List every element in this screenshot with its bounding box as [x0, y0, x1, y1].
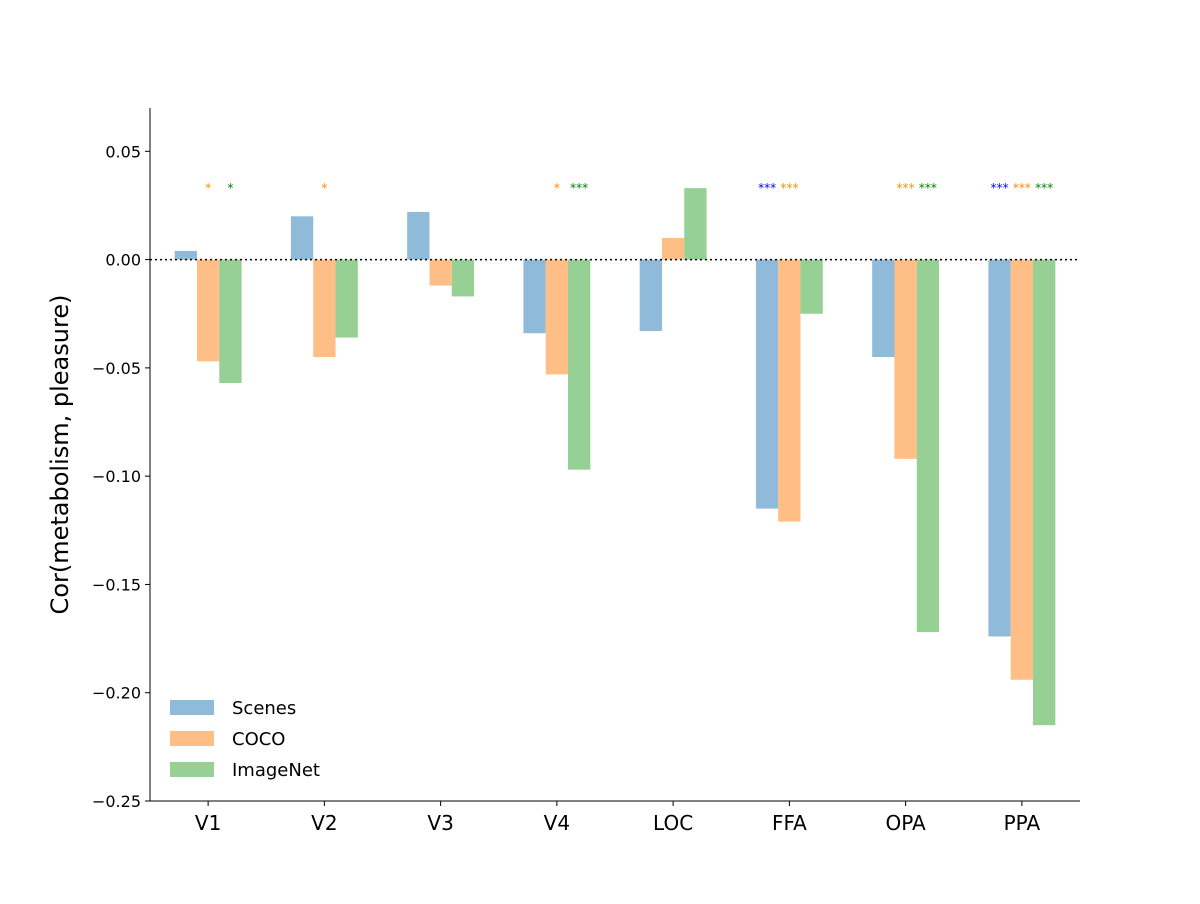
bar-coco-v2	[313, 259, 336, 358]
legend-swatch-coco	[170, 731, 214, 746]
y-tick-label: −0.05	[92, 359, 141, 378]
bar-scenes-v1	[174, 250, 197, 260]
legend-swatch-imagenet	[170, 762, 214, 777]
significance-marker: ***	[1013, 181, 1031, 195]
bar-imagenet-v1	[219, 259, 242, 384]
bar-imagenet-v3	[451, 259, 475, 297]
bar-scenes-ffa	[755, 259, 779, 509]
bar-scenes-opa	[872, 259, 895, 358]
x-tick-label: OPA	[886, 811, 927, 835]
significance-marker: ***	[758, 181, 776, 195]
bar-scenes-v2	[290, 216, 314, 260]
y-axis-ticks: 0.05 0.00 −0.05 −0.10 −0.15 −0.20 −0.25	[92, 142, 150, 811]
y-axis-label: Cor(metabolism, pleasure)	[46, 295, 74, 615]
significance-marker: ***	[991, 181, 1009, 195]
bar-imagenet-v4	[568, 259, 591, 470]
y-tick-label: −0.15	[92, 575, 141, 594]
legend-label-imagenet: ImageNet	[232, 760, 320, 781]
y-tick-label: −0.10	[92, 467, 141, 486]
y-tick-label: −0.20	[92, 684, 141, 703]
x-tick-label: V2	[311, 811, 337, 835]
bar-coco-ffa	[778, 259, 801, 522]
significance-marker: ***	[570, 181, 588, 195]
x-tick-label: V4	[544, 811, 570, 835]
bar-imagenet-opa	[916, 259, 940, 633]
legend: Scenes COCO ImageNet	[170, 698, 320, 781]
x-tick-label: FFA	[772, 811, 807, 835]
significance-marker: *	[205, 181, 211, 195]
y-tick-label: 0.05	[105, 142, 141, 161]
x-tick-label: PPA	[1004, 811, 1041, 835]
bar-scenes-loc	[639, 259, 662, 332]
bar-coco-v3	[429, 259, 452, 286]
bar-scenes-ppa	[988, 259, 1011, 637]
x-tick-label: LOC	[653, 811, 693, 835]
bar-scenes-v4	[523, 259, 546, 334]
significance-marker: ***	[919, 181, 937, 195]
x-tick-label: V3	[427, 811, 453, 835]
x-tick-label: V1	[195, 811, 221, 835]
legend-label-scenes: Scenes	[232, 698, 296, 719]
x-axis-ticks: V1 V2 V3 V4 LOC FFA OPA PPA	[195, 801, 1041, 835]
significance-marker: *	[227, 181, 233, 195]
bar-coco-ppa	[1010, 259, 1034, 680]
bar-imagenet-loc	[684, 188, 707, 260]
significance-marker: ***	[897, 181, 915, 195]
significance-marker: ***	[780, 181, 798, 195]
significance-marker: *	[321, 181, 327, 195]
bar-coco-loc	[661, 237, 685, 260]
bar-imagenet-ppa	[1033, 259, 1056, 726]
bar-coco-opa	[894, 259, 917, 459]
bar-imagenet-ffa	[800, 259, 823, 314]
legend-swatch-scenes	[170, 700, 214, 715]
legend-label-coco: COCO	[232, 729, 285, 750]
bars-layer	[174, 188, 1056, 726]
y-tick-label: −0.25	[92, 792, 141, 811]
significance-marker: ***	[1035, 181, 1053, 195]
y-tick-label: 0.00	[105, 251, 141, 270]
bar-coco-v4	[545, 259, 569, 375]
bar-imagenet-v2	[335, 259, 358, 338]
significance-marker: *	[554, 181, 560, 195]
significance-layer: * * * * *** *** *** *** *** *** *** ***	[205, 181, 1053, 195]
bar-scenes-v3	[407, 211, 430, 260]
bar-coco-v1	[196, 259, 220, 362]
